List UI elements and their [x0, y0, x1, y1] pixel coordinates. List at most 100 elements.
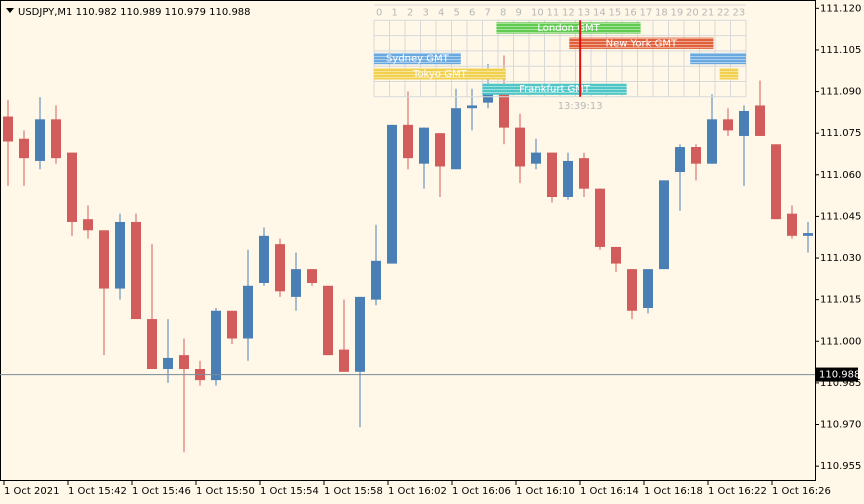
- x-tick-label: 1 Oct 16:14: [580, 486, 639, 497]
- hour-label: 18: [655, 8, 668, 19]
- x-tick-label: 1 Oct 16:10: [516, 486, 575, 497]
- candle-body: [595, 188, 605, 247]
- candle-body: [371, 260, 381, 300]
- y-tick-label: 110.985: [820, 378, 861, 389]
- candle-body: [67, 152, 77, 222]
- hour-label: 0: [376, 8, 382, 19]
- clock-label: 13:39:13: [558, 101, 603, 112]
- x-tick-label: 1 Oct 16:26: [772, 486, 831, 497]
- x-tick-label: 1 Oct 15:46: [132, 486, 191, 497]
- hour-label: 13: [578, 8, 591, 19]
- candle-body: [531, 152, 541, 164]
- candle-body: [243, 285, 253, 339]
- last-price-label: 110.988: [819, 370, 860, 381]
- candle-body: [307, 269, 317, 284]
- hour-label: 9: [516, 8, 522, 19]
- hour-label: 21: [702, 8, 715, 19]
- candle-body: [483, 88, 493, 103]
- candle-body: [787, 213, 797, 236]
- candle-body: [3, 116, 13, 142]
- y-tick-label: 111.045: [820, 211, 861, 222]
- candle-body: [499, 88, 509, 128]
- candle-body: [435, 133, 445, 167]
- candle-body: [179, 355, 189, 370]
- hour-label: 14: [593, 8, 606, 19]
- candle-body: [19, 138, 29, 159]
- candle-body: [35, 119, 45, 161]
- x-tick-label: 1 Oct 16:22: [708, 486, 767, 497]
- hour-label: 10: [531, 8, 544, 19]
- session-stripes: [374, 68, 506, 80]
- session-stripes: [569, 37, 714, 49]
- y-tick-label: 111.060: [820, 170, 861, 181]
- y-tick-label: 111.000: [820, 336, 861, 347]
- candle-body: [723, 119, 733, 131]
- x-tick-label: 1 Oct 15:50: [196, 486, 255, 497]
- candle-body: [419, 127, 429, 164]
- candle-body: [755, 105, 765, 136]
- x-tick-label: 1 Oct 15:58: [324, 486, 383, 497]
- last-price-box: [816, 367, 858, 382]
- candle-body: [563, 160, 573, 197]
- candle-body: [131, 221, 141, 320]
- session-stripes: [482, 83, 627, 95]
- x-tick-label: 1 Oct 2021: [4, 486, 59, 497]
- x-tick-label: 1 Oct 16:02: [388, 486, 447, 497]
- candle-body: [259, 235, 269, 284]
- session-label: Frankfurt GMT: [519, 84, 591, 95]
- candle-body: [515, 127, 525, 167]
- hour-label: 23: [733, 8, 746, 19]
- candle-body: [275, 244, 285, 292]
- x-tick-label: 1 Oct 16:06: [452, 486, 511, 497]
- candle-body: [627, 269, 637, 311]
- candle-body: [451, 108, 461, 170]
- session-stripes: [690, 52, 746, 65]
- hour-label: 1: [392, 8, 398, 19]
- plot-frame: [0, 0, 816, 481]
- candle-body: [99, 230, 109, 289]
- session-label: London GMT: [537, 23, 600, 34]
- session-stripes: [719, 68, 739, 80]
- candle-body: [467, 105, 477, 109]
- candle-body: [659, 180, 669, 270]
- session-stripes: [374, 52, 461, 65]
- y-tick-label: 111.090: [820, 87, 861, 98]
- candle-body: [675, 147, 685, 173]
- candle-body: [547, 152, 557, 197]
- session-label: New York GMT: [606, 38, 678, 49]
- hour-label: 6: [469, 8, 475, 19]
- hour-label: 16: [624, 8, 637, 19]
- candle-body: [115, 221, 125, 289]
- y-tick-label: 111.030: [820, 253, 861, 264]
- hour-label: 12: [562, 8, 575, 19]
- hour-label: 3: [423, 8, 429, 19]
- session-label: Tokyo GMT: [412, 69, 468, 80]
- candle-body: [211, 310, 221, 381]
- y-tick-label: 110.955: [820, 461, 861, 472]
- hour-label: 15: [609, 8, 622, 19]
- hour-label: 7: [485, 8, 491, 19]
- candle-body: [339, 349, 349, 372]
- candle-body: [51, 119, 61, 159]
- candle-body: [739, 110, 749, 136]
- candle-body: [579, 158, 589, 189]
- hour-label: 5: [454, 8, 460, 19]
- candle-body: [691, 147, 701, 164]
- candle-body: [803, 233, 813, 236]
- y-tick-label: 110.970: [820, 420, 861, 431]
- hour-label: 8: [500, 8, 506, 19]
- y-tick-label: 111.105: [820, 45, 861, 56]
- chart-title: USDJPY,M1 110.982 110.989 110.979 110.98…: [18, 7, 251, 18]
- hour-label: 4: [438, 8, 444, 19]
- y-tick-label: 111.075: [820, 128, 861, 139]
- session-stripes: [496, 22, 641, 34]
- x-tick-label: 1 Oct 15:54: [260, 486, 319, 497]
- y-tick-label: 111.015: [820, 295, 861, 306]
- candle-body: [355, 296, 365, 372]
- candle-body: [227, 310, 237, 339]
- candle-body: [323, 285, 333, 356]
- hour-label: 19: [671, 8, 684, 19]
